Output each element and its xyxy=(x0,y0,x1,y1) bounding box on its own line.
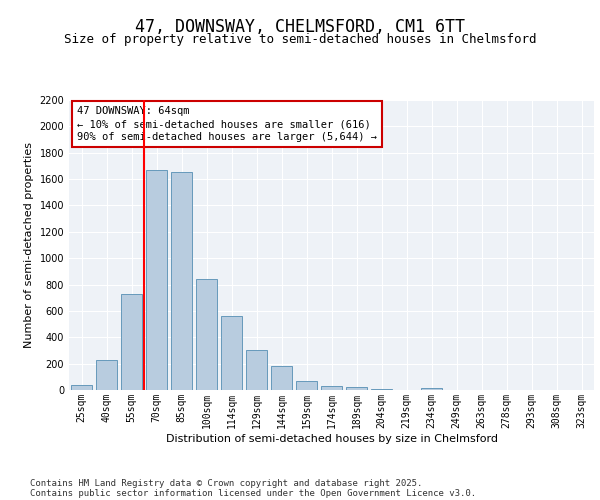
Text: 47, DOWNSWAY, CHELMSFORD, CM1 6TT: 47, DOWNSWAY, CHELMSFORD, CM1 6TT xyxy=(135,18,465,36)
Bar xyxy=(271,366,292,390)
Text: Size of property relative to semi-detached houses in Chelmsford: Size of property relative to semi-detach… xyxy=(64,32,536,46)
Bar xyxy=(96,360,117,390)
Bar xyxy=(321,386,342,390)
Y-axis label: Number of semi-detached properties: Number of semi-detached properties xyxy=(24,142,34,348)
Bar xyxy=(121,294,142,390)
Text: Contains HM Land Registry data © Crown copyright and database right 2025.: Contains HM Land Registry data © Crown c… xyxy=(30,478,422,488)
Bar xyxy=(221,316,242,390)
Bar xyxy=(246,350,267,390)
Text: 47 DOWNSWAY: 64sqm
← 10% of semi-detached houses are smaller (616)
90% of semi-d: 47 DOWNSWAY: 64sqm ← 10% of semi-detache… xyxy=(77,106,377,142)
Bar xyxy=(146,170,167,390)
Bar xyxy=(346,388,367,390)
Bar xyxy=(421,388,442,390)
Bar xyxy=(196,278,217,390)
Bar xyxy=(296,382,317,390)
X-axis label: Distribution of semi-detached houses by size in Chelmsford: Distribution of semi-detached houses by … xyxy=(166,434,497,444)
Text: Contains public sector information licensed under the Open Government Licence v3: Contains public sector information licen… xyxy=(30,488,476,498)
Bar xyxy=(171,172,192,390)
Bar xyxy=(371,388,392,390)
Bar xyxy=(71,386,92,390)
